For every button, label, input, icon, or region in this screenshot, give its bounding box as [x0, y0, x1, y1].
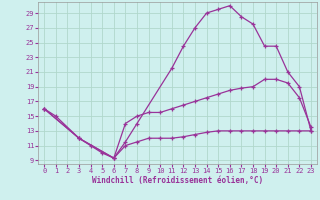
X-axis label: Windchill (Refroidissement éolien,°C): Windchill (Refroidissement éolien,°C) — [92, 176, 263, 185]
